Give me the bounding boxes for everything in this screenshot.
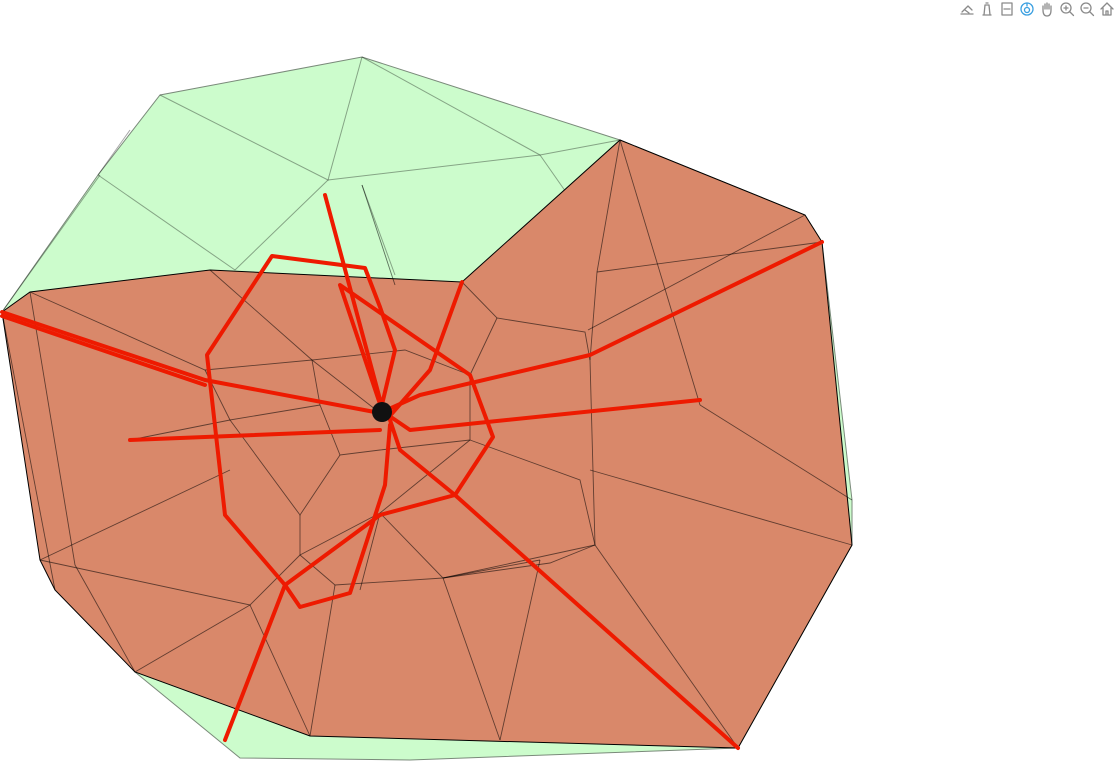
modebar: [957, 0, 1117, 18]
inner-surface: [1, 139, 853, 749]
orbit-rotation-button[interactable]: [977, 1, 996, 18]
orbit-active-button[interactable]: [1017, 1, 1036, 18]
route-line: [386, 280, 464, 420]
route-lines: [0, 193, 824, 750]
table-rotation-button[interactable]: [997, 1, 1016, 18]
zoom-out-icon: [1079, 2, 1094, 17]
zoom-in-button[interactable]: [1057, 1, 1076, 18]
zoom-in-icon: [1059, 2, 1074, 17]
orbit-rotation-icon: [981, 2, 992, 16]
rotate-3d-button[interactable]: [957, 1, 976, 18]
pan-button[interactable]: [1037, 1, 1056, 18]
start-marker[interactable]: [372, 402, 392, 422]
rotate-3d-icon: [959, 5, 974, 15]
route-line: [128, 428, 382, 442]
reset-home-button[interactable]: [1097, 1, 1116, 18]
reset-home-icon: [1099, 2, 1114, 16]
route-line: [323, 193, 387, 420]
zoom-out-button[interactable]: [1077, 1, 1096, 18]
outer-mesh: [1, 56, 621, 313]
route-line: [388, 418, 740, 750]
route-line: [383, 398, 702, 432]
pan-hand-icon: [1041, 2, 1052, 17]
table-rotation-icon: [1000, 2, 1013, 16]
route-line: [0, 314, 207, 387]
route-line: [223, 283, 495, 742]
route-line: [0, 310, 382, 415]
inner-mesh: [1, 139, 853, 749]
orbit-active-icon: [1019, 2, 1034, 16]
